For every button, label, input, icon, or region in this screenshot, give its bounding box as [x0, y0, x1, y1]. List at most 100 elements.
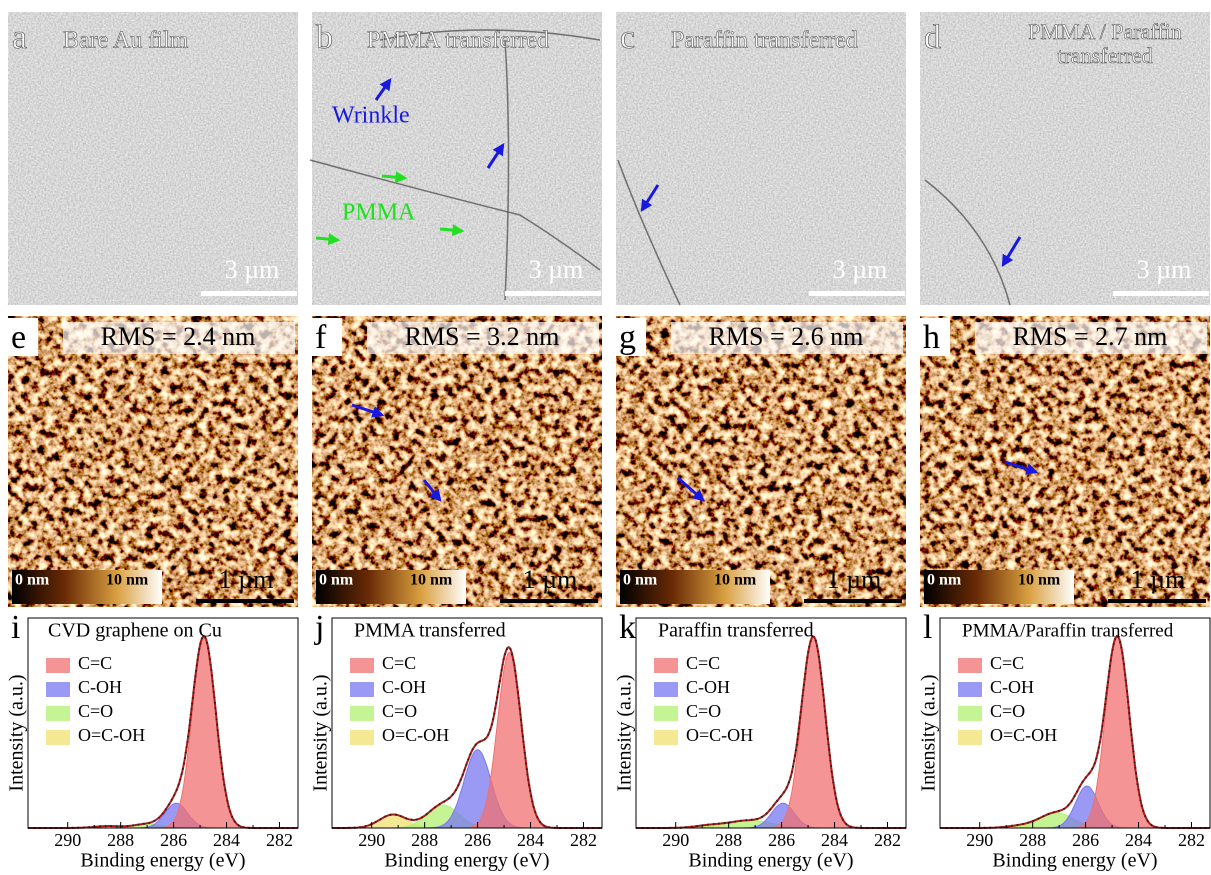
sem-image [312, 12, 602, 305]
chart-title: CVD graphene on Cu [48, 620, 222, 642]
legend-label: O=C-OH [382, 725, 449, 745]
letter-box [8, 318, 38, 356]
panel-letter: e [11, 319, 26, 356]
colorbar-max: 10 nm [106, 572, 149, 589]
x-tick-label: 290 [966, 830, 993, 850]
scale-bar [1108, 599, 1206, 603]
rms-label: RMS = 2.6 nm [709, 322, 864, 351]
x-axis-label: Binding energy (eV) [688, 850, 853, 872]
scale-label: 3 µm [225, 255, 280, 284]
legend-label: O=C-OH [78, 725, 145, 745]
panel-title: PMMA transferred [367, 28, 549, 54]
letter-box [920, 318, 950, 356]
legend-label: C=O [382, 701, 417, 721]
legend-label: C=C [990, 653, 1024, 673]
legend-swatch [46, 730, 70, 745]
x-tick-label: 284 [517, 830, 544, 850]
legend-swatch [958, 682, 982, 697]
scale-bar [196, 599, 294, 603]
y-axis-label: Intensity (a.u.) [310, 674, 332, 791]
legend-label: C-OH [78, 677, 122, 697]
x-tick-label: 282 [1178, 830, 1205, 850]
peak-component [28, 802, 298, 829]
arrow [315, 233, 341, 246]
arrow [439, 224, 465, 237]
legend-label: O=C-OH [686, 725, 753, 745]
scale-label: 1 µm [827, 565, 882, 594]
legend-swatch [654, 706, 678, 721]
x-tick-label: 286 [160, 830, 187, 850]
rms-box [367, 322, 599, 354]
legend-label: C-OH [990, 677, 1034, 697]
wrinkle [924, 179, 1011, 306]
legend-label: C=O [990, 701, 1025, 721]
colorbar [620, 570, 770, 604]
legend-swatch [958, 730, 982, 745]
legend-swatch [654, 682, 678, 697]
colorbar-min: 0 nm [623, 572, 658, 589]
x-tick-label: 288 [1019, 830, 1046, 850]
x-axis-label: Binding energy (eV) [992, 850, 1157, 872]
panel-letter: g [619, 319, 636, 356]
x-tick-label: 284 [1125, 830, 1152, 850]
legend-swatch [958, 706, 982, 721]
scale-label: 1 µm [523, 565, 578, 594]
legend-swatch [350, 682, 374, 697]
scale-label: 3 µm [529, 255, 584, 284]
panel-letter: i [11, 609, 20, 646]
letter-box [616, 318, 646, 356]
arrow [374, 78, 392, 101]
y-axis-label: Intensity (a.u.) [6, 674, 28, 791]
scale-label: 1 µm [1131, 565, 1186, 594]
panel-title: Bare Au film [63, 28, 189, 54]
afm-image [8, 316, 298, 607]
colorbar [12, 570, 162, 604]
sem-image [8, 12, 298, 305]
x-tick-label: 290 [662, 830, 689, 850]
arrow [677, 476, 705, 502]
legend-swatch [654, 658, 678, 673]
x-tick-label: 282 [266, 830, 293, 850]
legend-label: C=O [78, 701, 113, 721]
colorbar-min: 0 nm [927, 572, 962, 589]
rms-box [975, 322, 1207, 354]
legend-swatch [46, 706, 70, 721]
panel-letter: d [924, 19, 941, 56]
peak-component [940, 785, 1210, 829]
legend-label: C-OH [382, 677, 426, 697]
legend-swatch [46, 658, 70, 673]
panel-title: PMMA / Paraffin [1028, 19, 1182, 44]
colorbar-min: 0 nm [15, 572, 50, 589]
scale-label: 3 µm [1137, 255, 1192, 284]
legend-label: C-OH [686, 677, 730, 697]
rms-label: RMS = 3.2 nm [405, 322, 560, 351]
scale-bar [505, 291, 601, 296]
colorbar-max: 10 nm [410, 572, 453, 589]
panel-letter: k [619, 609, 636, 646]
x-tick-label: 290 [358, 830, 385, 850]
panel-letter: b [316, 19, 333, 56]
legend-label: O=C-OH [990, 725, 1057, 745]
colorbar [924, 570, 1074, 604]
arrow [1004, 460, 1039, 475]
wrinkle [379, 29, 601, 41]
arrow [486, 142, 505, 169]
x-tick-label: 288 [411, 830, 438, 850]
x-axis-label: Binding energy (eV) [384, 850, 549, 872]
arrow [422, 479, 442, 502]
colorbar [316, 570, 466, 604]
scale-bar [804, 599, 902, 603]
arrow [640, 184, 660, 213]
scale-bar [500, 599, 598, 603]
panel-letter: j [314, 609, 324, 646]
colorbar-max: 10 nm [1018, 572, 1061, 589]
wrinkle [504, 39, 510, 301]
scale-bar [809, 291, 905, 296]
arrow [1001, 236, 1022, 268]
legend-swatch [46, 682, 70, 697]
x-tick-label: 286 [1072, 830, 1099, 850]
arrow [351, 403, 385, 418]
panel-letter: h [923, 319, 940, 356]
legend-label: C=C [686, 653, 720, 673]
x-tick-label: 284 [821, 830, 848, 850]
